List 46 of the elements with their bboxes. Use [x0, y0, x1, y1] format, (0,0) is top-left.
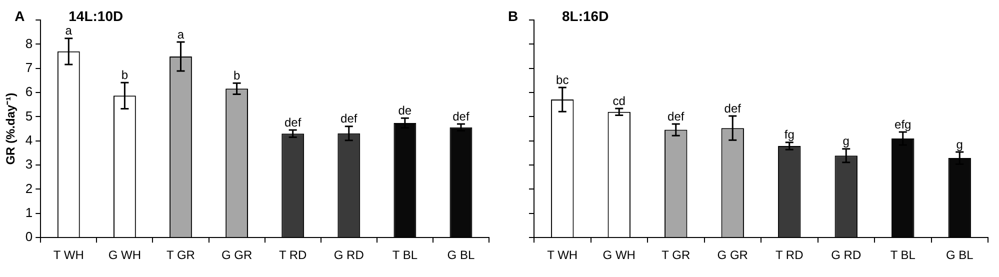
- annotation: def: [340, 112, 358, 126]
- x-tick-label: G WH: [108, 248, 142, 262]
- annotation: de: [398, 103, 412, 118]
- y-tick-label: 8: [25, 36, 33, 51]
- annotation: a: [177, 27, 184, 42]
- y-tick-label: 6: [25, 84, 33, 100]
- x-tick-label: T GR: [662, 248, 690, 262]
- annotation: bc: [556, 72, 569, 87]
- annotation: efg: [894, 117, 912, 132]
- annotation: b: [233, 68, 240, 82]
- y-tick-label: 3: [25, 156, 33, 172]
- chart-title: 14L:10D: [68, 8, 124, 24]
- y-tick-label: 1: [25, 205, 33, 220]
- y-tick-label: 5: [25, 108, 33, 124]
- y-tick-label: 0: [25, 229, 33, 244]
- x-tick-label: T WH: [547, 248, 578, 262]
- x-tick-label: G RD: [334, 248, 364, 262]
- x-tick-label: T RD: [775, 248, 804, 262]
- x-tick-label: T WH: [53, 248, 84, 262]
- annotation: def: [724, 101, 742, 116]
- text: B: [508, 8, 518, 24]
- annotation: b: [121, 68, 128, 82]
- annotation: g: [956, 137, 963, 152]
- y-tick-label: 7: [25, 60, 33, 75]
- x-tick-label: T RD: [278, 248, 308, 262]
- annotation: fg: [784, 128, 794, 142]
- annotation: def: [668, 109, 685, 124]
- x-tick-label: G GR: [717, 248, 748, 262]
- annotation: a: [65, 24, 72, 38]
- annotation: def: [284, 115, 302, 130]
- x-tick-label: G BL: [447, 248, 475, 262]
- x-tick-label: T BL: [392, 248, 418, 262]
- chart-title: 8L:16D: [562, 8, 609, 24]
- text: A: [14, 8, 25, 24]
- x-tick-label: G RD: [831, 248, 862, 262]
- annotation: g: [842, 134, 850, 148]
- annotation: def: [452, 109, 470, 124]
- x-tick-label: G WH: [602, 248, 636, 262]
- x-tick-label: T GR: [166, 248, 196, 262]
- y-tick-label: 2: [25, 180, 33, 196]
- x-tick-label: G GR: [221, 248, 252, 262]
- annotation: cd: [612, 94, 626, 108]
- y-axis-title: GR (%.day⁻¹): [4, 92, 18, 165]
- x-tick-label: T BL: [890, 248, 916, 262]
- x-tick-label: G BL: [946, 248, 974, 262]
- y-tick-label: 4: [25, 132, 33, 148]
